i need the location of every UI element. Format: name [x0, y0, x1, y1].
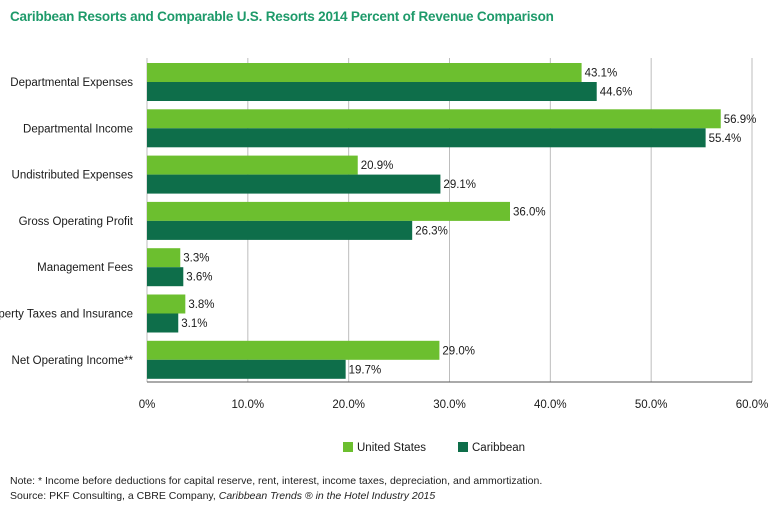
legend-swatch-caribbean [458, 442, 468, 452]
tick-label-20: 20.0% [332, 399, 365, 411]
category-label-1: Departmental Income [23, 123, 133, 135]
legend-swatch-us [343, 442, 353, 452]
source-prefix: Source: PKF Consulting, a CBRE Company, [10, 490, 219, 502]
category-label-5: Property Taxes and Insurance [0, 309, 133, 321]
category-label-3: Gross Operating Profit [19, 216, 134, 228]
footnote: Note: * Income before deductions for cap… [10, 475, 543, 487]
value-label-caribbean-3: 26.3% [415, 225, 448, 237]
value-label-caribbean-0: 44.6% [600, 87, 633, 99]
value-label-us-2: 20.9% [361, 160, 394, 172]
tick-label-10: 10.0% [232, 399, 265, 411]
category-label-2: Undistributed Expenses [12, 170, 134, 182]
bar-us-6 [147, 340, 440, 360]
bar-caribbean-4 [147, 267, 184, 287]
category-labels: Departmental Expenses Departmental Income… [0, 77, 134, 367]
bars [147, 63, 721, 379]
value-label-caribbean-5: 3.1% [181, 318, 207, 330]
value-label-caribbean-6: 19.7% [349, 364, 382, 376]
category-label-6: Net Operating Income** [12, 355, 134, 367]
category-label-0: Departmental Expenses [10, 77, 133, 89]
bar-caribbean-5 [147, 313, 179, 333]
bar-caribbean-6 [147, 359, 346, 379]
tick-label-0: 0% [139, 399, 156, 411]
bar-chart: Departmental Expenses Departmental Income… [0, 58, 769, 454]
legend: United States Caribbean [343, 442, 525, 454]
bar-us-0 [147, 63, 582, 82]
bar-caribbean-3 [147, 220, 413, 240]
category-label-4: Management Fees [37, 262, 133, 274]
bar-caribbean-1 [147, 128, 706, 148]
tick-label-50: 50.0% [635, 399, 668, 411]
source-title: Caribbean Trends ® in the Hotel Industry… [218, 490, 436, 502]
value-label-caribbean-4: 3.6% [186, 272, 212, 284]
bar-us-1 [147, 109, 721, 129]
source-note: Source: PKF Consulting, a CBRE Company, … [10, 490, 435, 502]
bar-us-5 [147, 294, 186, 314]
tick-label-30: 30.0% [433, 399, 466, 411]
value-label-us-0: 43.1% [585, 68, 618, 80]
value-label-caribbean-1: 55.4% [709, 133, 742, 145]
chart-title: Caribbean Resorts and Comparable U.S. Re… [10, 9, 554, 24]
bar-us-2 [147, 155, 358, 175]
value-label-us-4: 3.3% [183, 253, 209, 265]
legend-label-us: United States [357, 442, 426, 454]
bar-caribbean-2 [147, 174, 441, 194]
bar-us-4 [147, 248, 181, 268]
tick-label-40: 40.0% [534, 399, 567, 411]
bar-caribbean-0 [147, 82, 597, 101]
value-label-us-1: 56.9% [724, 114, 757, 126]
tick-label-60: 60.0% [736, 399, 769, 411]
value-label-caribbean-2: 29.1% [443, 179, 476, 191]
legend-label-caribbean: Caribbean [472, 442, 525, 454]
value-label-us-3: 36.0% [513, 206, 546, 218]
value-label-us-6: 29.0% [442, 345, 475, 357]
x-axis-ticks: 0% 10.0% 20.0% 30.0% 40.0% 50.0% 60.0% [139, 399, 769, 411]
bar-us-3 [147, 201, 510, 221]
value-label-us-5: 3.8% [188, 299, 214, 311]
value-labels: 43.1% 44.6% 56.9% 55.4% 20.9% 29.1% 36.0% 26.3%… [181, 68, 756, 377]
